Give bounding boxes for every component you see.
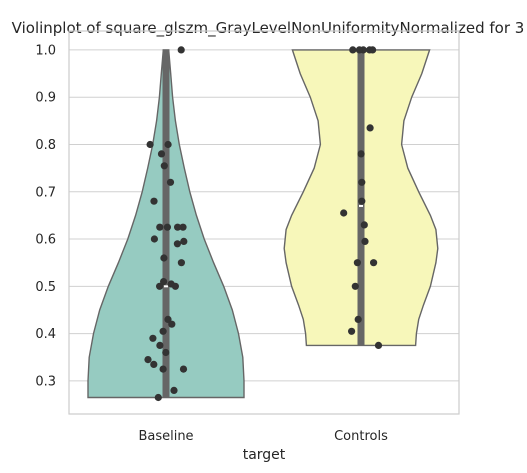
y-tick-label: 1.0 [35, 43, 56, 58]
box-iqr [162, 49, 170, 398]
data-point [164, 315, 172, 323]
data-point [173, 240, 181, 248]
data-point [160, 278, 168, 286]
data-point [170, 386, 178, 394]
data-point [156, 282, 164, 290]
data-point [358, 197, 366, 205]
data-point [168, 320, 176, 328]
box-median [359, 204, 363, 207]
strip-points [144, 46, 383, 402]
data-point [179, 223, 187, 231]
data-point [154, 393, 162, 402]
data-point [357, 150, 365, 158]
data-point [156, 341, 164, 349]
data-point [177, 46, 185, 54]
x-tick-labels: Baseline Controls [138, 429, 388, 444]
data-point [340, 209, 348, 217]
y-tick-label: 0.7 [35, 185, 56, 200]
data-point [180, 237, 188, 245]
y-tick-label: 0.6 [35, 233, 56, 248]
data-point [162, 348, 170, 357]
y-tick-label: 0.5 [35, 280, 56, 295]
data-point [355, 46, 363, 54]
data-point [348, 327, 356, 335]
data-point [349, 46, 357, 54]
data-point [144, 356, 152, 364]
data-point [157, 150, 166, 158]
data-point [177, 259, 185, 267]
data-point [374, 341, 383, 349]
data-point [358, 178, 366, 186]
data-point [171, 282, 179, 290]
data-point [163, 223, 171, 231]
x-tick-baseline: Baseline [138, 429, 193, 444]
data-point [174, 223, 182, 231]
data-point [150, 197, 158, 205]
data-point [360, 221, 368, 229]
data-point [179, 365, 188, 373]
data-point [353, 259, 361, 267]
y-tick-label: 0.4 [35, 327, 56, 342]
data-point [150, 235, 158, 243]
data-point [146, 140, 154, 149]
data-point [149, 334, 157, 342]
plot-frame [68, 30, 460, 415]
x-tick-controls: Controls [334, 429, 388, 444]
data-point [150, 360, 158, 368]
data-point [164, 140, 172, 149]
data-point [166, 178, 175, 186]
box-median [164, 285, 168, 288]
data-point [366, 124, 374, 132]
data-point [156, 223, 164, 231]
data-point [159, 365, 167, 373]
y-tick-label: 0.8 [35, 138, 56, 153]
data-point [370, 259, 378, 267]
y-tick-label: 0.3 [35, 374, 56, 389]
data-point [369, 46, 377, 54]
chart-title: Violinplot of square_glszm_GrayLevelNonU… [12, 19, 525, 38]
data-point [160, 162, 168, 170]
data-point [354, 315, 362, 323]
y-tick-label: 0.9 [35, 91, 56, 106]
x-axis-label: target [243, 447, 286, 463]
violins [87, 49, 439, 399]
data-point [159, 327, 167, 335]
box-iqr [357, 49, 365, 346]
y-tick-labels: 0.3 0.4 0.5 0.6 0.7 0.8 0.9 1.0 [35, 43, 56, 389]
data-point [351, 282, 359, 290]
data-point [361, 237, 369, 245]
data-point [160, 254, 168, 262]
